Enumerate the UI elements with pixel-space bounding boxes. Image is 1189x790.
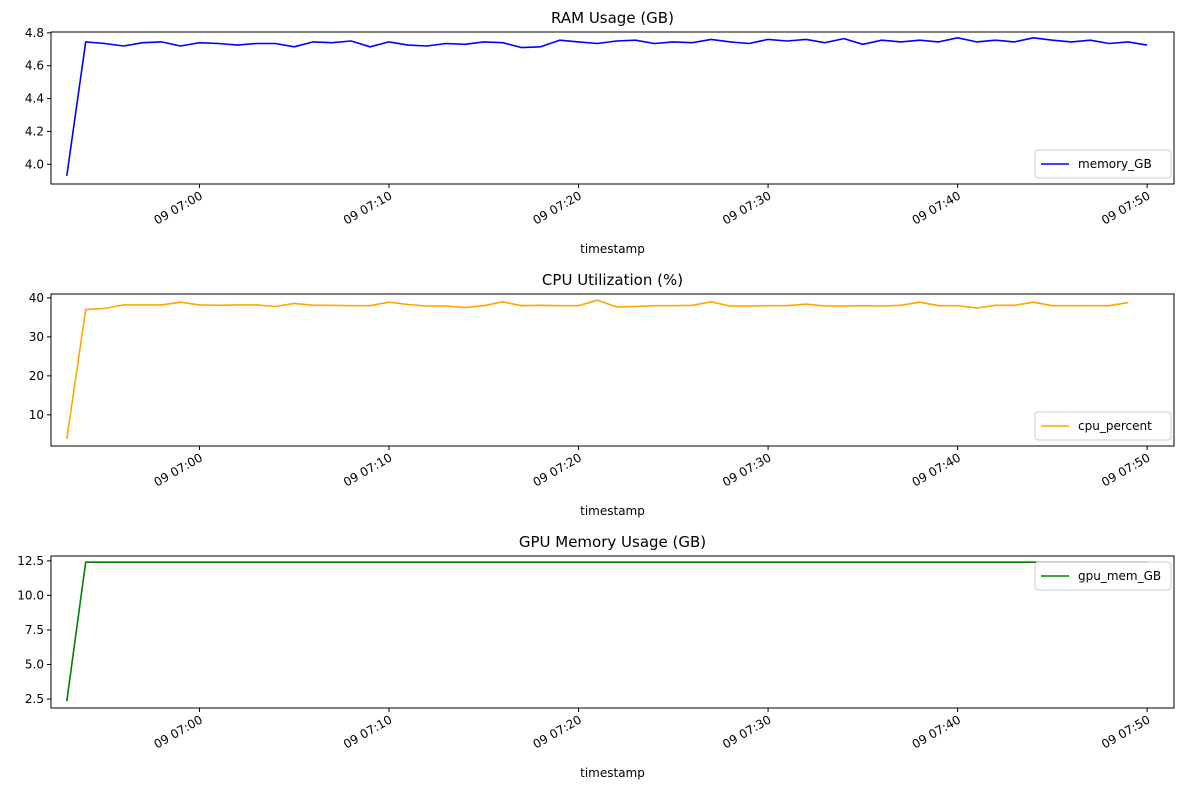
gpu-axes-frame [50, 555, 1175, 709]
ram-legend-box [1034, 149, 1172, 179]
ram-xtick-label: 09 07:40 [910, 188, 963, 227]
gpu-ytick-label: 12.5 [17, 554, 44, 568]
cpu-ytick-label: 30 [29, 330, 44, 344]
gpu-legend-label: gpu_mem_GB [1078, 569, 1161, 583]
gpu-xtick-label: 09 07:10 [341, 712, 394, 751]
ram-ytick-label: 4.2 [25, 124, 44, 138]
cpu-legend-box [1034, 411, 1172, 441]
ram-xtick-label: 09 07:00 [151, 188, 204, 227]
ram-xtick-label: 09 07:10 [341, 188, 394, 227]
gpu-xtick-label: 09 07:20 [531, 712, 584, 751]
ram-xtick-label: 09 07:30 [720, 188, 773, 227]
cpu-xtick-label: 09 07:00 [151, 450, 204, 489]
gpu-ytick-label: 2.5 [25, 692, 44, 706]
gpu-chart-title: GPU Memory Usage (GB) [519, 533, 706, 551]
gpu-xtick-label: 09 07:00 [151, 712, 204, 751]
ram-xaxis-label: timestamp [580, 242, 645, 256]
gpu-chart: GPU Memory Usage (GB) 2.5 5.0 7.5 10.0 12.5 09… [17, 533, 1175, 780]
cpu-xtick-label: 09 07:10 [341, 450, 394, 489]
gpu-ytick-label: 10.0 [17, 588, 44, 602]
ram-xtick-label: 09 07:20 [531, 188, 584, 227]
gpu-xaxis-label: timestamp [580, 766, 645, 780]
ram-axes-frame [50, 31, 1175, 185]
cpu-axes-frame [50, 293, 1175, 447]
ram-legend-label: memory_GB [1078, 157, 1152, 171]
ram-ytick-label: 4.4 [25, 92, 44, 106]
cpu-ytick-label: 10 [29, 408, 44, 422]
gpu-ytick-label: 5.0 [25, 657, 44, 671]
cpu-xtick-label: 09 07:50 [1099, 450, 1152, 489]
ram-chart: RAM Usage (GB) 4.0 4.2 4.4 4.6 4.8 09 07:00 09 … [25, 9, 1175, 256]
ram-xtick-label: 09 07:50 [1099, 188, 1152, 227]
gpu-xtick-label: 09 07:40 [910, 712, 963, 751]
cpu-series-line-cpu_percent [66, 299, 1129, 440]
gpu-xtick-label: 09 07:50 [1099, 712, 1152, 751]
cpu-xtick-label: 09 07:40 [910, 450, 963, 489]
gpu-legend-box [1034, 561, 1172, 591]
ram-ytick-label: 4.8 [25, 26, 44, 40]
cpu-chart: CPU Utilization (%) 10 20 30 40 09 07:00 09 07… [29, 271, 1175, 518]
cpu-xtick-label: 09 07:20 [531, 450, 584, 489]
cpu-ytick-label: 20 [29, 369, 44, 383]
gpu-ytick-label: 7.5 [25, 623, 44, 637]
ram-ytick-label: 4.0 [25, 157, 44, 171]
gpu-series-line-gpu_mem_GB [66, 561, 1148, 702]
ram-ytick-label: 4.6 [25, 59, 44, 73]
cpu-xtick-label: 09 07:30 [720, 450, 773, 489]
cpu-xaxis-label: timestamp [580, 504, 645, 518]
cpu-chart-title: CPU Utilization (%) [542, 271, 683, 289]
ram-series-line-memory_GB [66, 36, 1148, 176]
ram-chart-title: RAM Usage (GB) [551, 9, 674, 27]
cpu-legend-label: cpu_percent [1078, 419, 1152, 433]
gpu-xtick-label: 09 07:30 [720, 712, 773, 751]
cpu-ytick-label: 40 [29, 291, 44, 305]
